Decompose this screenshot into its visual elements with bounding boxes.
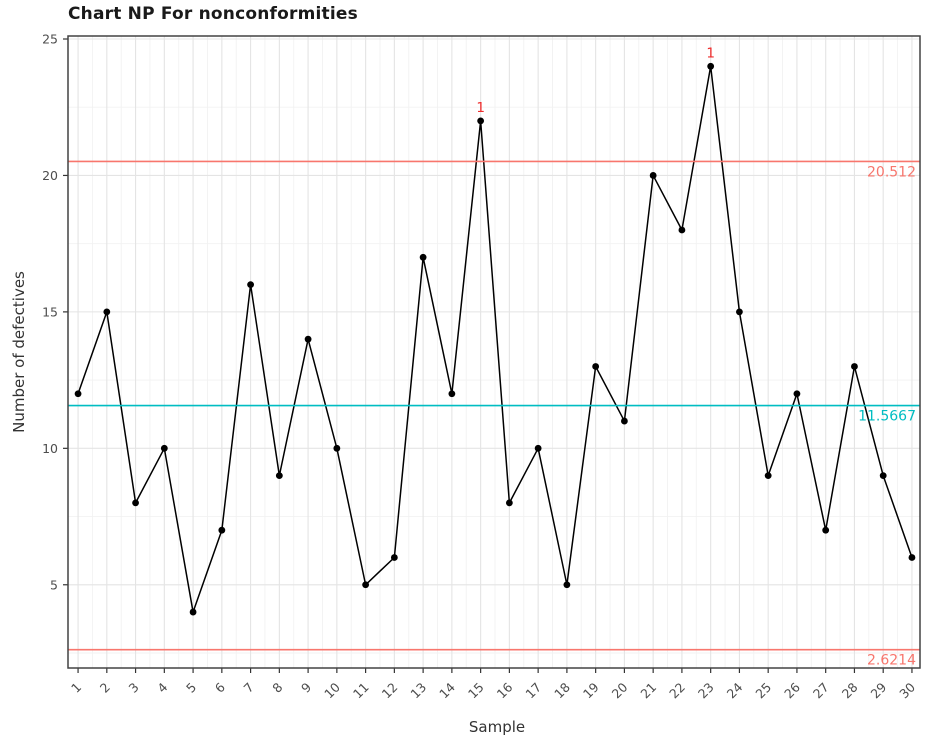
- data-point: [161, 445, 168, 452]
- plot-canvas: 20.51211.56672.6214111234567891011121314…: [0, 0, 944, 752]
- lcl-label: 2.6214: [867, 653, 916, 669]
- data-point: [650, 172, 657, 179]
- data-point: [736, 308, 743, 315]
- x-tick-label: 24: [724, 679, 746, 701]
- data-point: [218, 527, 225, 534]
- data-point: [909, 554, 916, 561]
- y-tick-label: 15: [42, 304, 58, 319]
- x-tick-label: 6: [212, 679, 228, 695]
- y-tick-label: 25: [42, 32, 58, 47]
- x-tick-label: 14: [436, 679, 458, 701]
- x-tick-label: 19: [580, 679, 602, 701]
- data-point: [851, 363, 858, 370]
- x-tick-label: 5: [183, 680, 199, 696]
- x-tick-label: 9: [298, 679, 314, 695]
- x-tick-label: 4: [154, 679, 170, 695]
- x-tick-label: 21: [637, 680, 659, 702]
- data-point: [822, 527, 829, 534]
- data-point: [707, 63, 714, 70]
- x-tick-label: 30: [896, 679, 918, 701]
- data-point: [621, 418, 628, 425]
- x-tick-label: 2: [97, 680, 113, 696]
- data-point: [333, 445, 340, 452]
- x-tick-label: 7: [240, 680, 256, 696]
- data-point: [765, 472, 772, 479]
- data-point: [794, 390, 801, 397]
- data-point: [391, 554, 398, 561]
- y-tick-label: 10: [42, 441, 58, 456]
- x-tick-label: 23: [695, 680, 717, 702]
- data-point: [563, 581, 570, 588]
- data-point: [132, 500, 139, 507]
- x-tick-label: 28: [839, 679, 861, 701]
- violation-label: 1: [706, 45, 715, 61]
- y-tick-label: 5: [50, 577, 58, 592]
- data-point: [190, 609, 197, 616]
- data-point: [247, 281, 254, 288]
- x-tick-label: 3: [125, 680, 141, 696]
- center-line-label: 11.5667: [858, 409, 916, 425]
- panel-background: [68, 36, 920, 668]
- x-tick-label: 8: [269, 679, 285, 695]
- x-tick-label: 25: [752, 680, 774, 702]
- x-tick-label: 15: [465, 680, 487, 702]
- data-point: [448, 390, 455, 397]
- y-tick-label: 20: [42, 168, 58, 183]
- x-tick-label: 1: [68, 680, 84, 696]
- x-tick-label: 26: [781, 679, 803, 701]
- x-tick-label: 22: [666, 680, 688, 702]
- y-axis-title: Number of defectives: [10, 271, 28, 433]
- x-tick-label: 16: [494, 679, 516, 701]
- data-point: [506, 500, 513, 507]
- x-tick-label: 20: [609, 679, 631, 701]
- x-tick-label: 11: [350, 680, 372, 702]
- x-tick-label: 17: [522, 680, 544, 702]
- ucl-label: 20.512: [867, 164, 916, 180]
- np-control-chart: Chart NP For nonconformities 20.51211.56…: [0, 0, 944, 752]
- x-tick-label: 29: [867, 679, 889, 701]
- data-point: [477, 117, 484, 124]
- data-point: [880, 472, 887, 479]
- x-tick-label: 18: [551, 679, 573, 701]
- data-point: [362, 581, 369, 588]
- x-tick-label: 12: [379, 680, 401, 702]
- x-tick-label: 27: [810, 680, 832, 702]
- data-point: [75, 390, 82, 397]
- data-point: [679, 227, 686, 234]
- data-point: [420, 254, 427, 261]
- data-point: [276, 472, 283, 479]
- violation-label: 1: [476, 100, 485, 116]
- x-tick-label: 13: [407, 680, 429, 702]
- data-point: [103, 308, 110, 315]
- data-point: [592, 363, 599, 370]
- data-point: [305, 336, 312, 343]
- x-tick-label: 10: [321, 679, 343, 701]
- data-point: [535, 445, 542, 452]
- x-axis-title: Sample: [469, 718, 525, 736]
